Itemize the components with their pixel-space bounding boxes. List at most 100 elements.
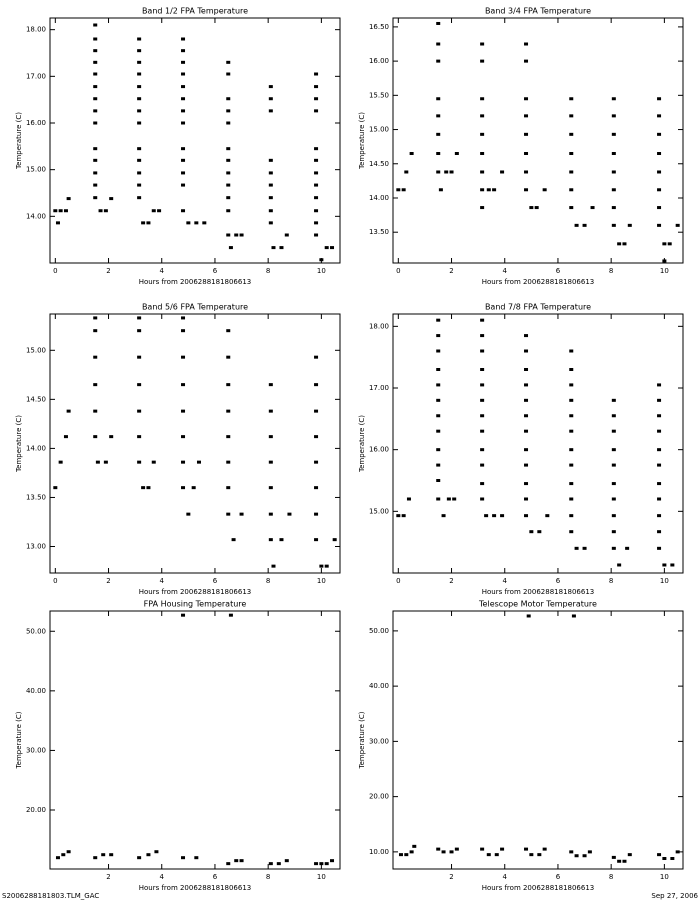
data-point [657, 188, 662, 192]
x-tick-label: 6 [213, 873, 218, 881]
data-point [93, 316, 98, 320]
data-point [441, 850, 446, 854]
y-axis-label: Temperature (C) [358, 112, 366, 170]
data-point [226, 196, 231, 200]
data-point [226, 209, 231, 213]
data-point [137, 49, 142, 53]
data-point [436, 448, 441, 452]
x-axis-label: Hours from 2006288181806613 [139, 884, 252, 892]
data-point [314, 196, 319, 200]
data-point [181, 613, 186, 617]
data-point [194, 221, 199, 225]
data-point [436, 42, 441, 46]
data-point [271, 564, 276, 568]
data-point [137, 435, 142, 439]
data-point [480, 334, 485, 338]
data-point [574, 223, 579, 227]
y-tick-label: 40.00 [26, 687, 46, 695]
y-tick-label: 16.00 [369, 57, 389, 65]
data-point [66, 197, 71, 201]
data-point [486, 188, 491, 192]
data-point [480, 188, 485, 192]
data-point [524, 114, 529, 118]
panel: Band 3/4 FPA Temperature Hours from 20062… [358, 7, 684, 286]
y-tick-label: 15.00 [369, 507, 389, 515]
data-point [181, 409, 186, 413]
x-tick-label: 2 [106, 873, 110, 881]
data-point [524, 414, 529, 418]
x-tick-label: 2 [106, 577, 110, 585]
data-point [409, 850, 414, 854]
data-point [611, 855, 616, 859]
data-point [226, 121, 231, 125]
x-tick-label: 6 [213, 577, 218, 585]
data-point [268, 209, 273, 213]
data-point [58, 209, 63, 213]
data-point [480, 132, 485, 136]
data-point [55, 856, 60, 860]
data-point [436, 170, 441, 174]
data-point [314, 486, 319, 490]
data-point [93, 183, 98, 187]
data-point [324, 862, 329, 866]
data-point [542, 847, 547, 851]
x-tick-label: 8 [609, 873, 613, 881]
data-point [93, 85, 98, 89]
x-tick-label: 10 [660, 873, 669, 881]
data-point [611, 114, 616, 118]
data-point [268, 109, 273, 113]
data-point [191, 486, 196, 490]
data-point [617, 563, 622, 567]
x-tick-label: 8 [609, 267, 613, 275]
data-point [314, 512, 319, 516]
data-point [582, 223, 587, 227]
data-point [480, 463, 485, 467]
data-point [657, 514, 662, 518]
data-point [524, 152, 529, 156]
data-point [454, 847, 459, 851]
x-tick-label: 4 [160, 577, 165, 585]
data-point [529, 853, 534, 857]
data-point [537, 853, 542, 857]
data-point [181, 147, 186, 151]
y-axis-label: Temperature (C) [15, 415, 23, 473]
data-point [657, 546, 662, 550]
data-point [524, 59, 529, 63]
y-tick-label: 16.50 [369, 23, 389, 31]
data-point [151, 460, 156, 464]
data-point [675, 223, 680, 227]
plot-frame [49, 610, 341, 870]
data-point [657, 530, 662, 534]
data-point [396, 514, 401, 518]
data-point [452, 497, 457, 501]
data-point [314, 72, 319, 76]
data-point [436, 497, 441, 501]
data-point [63, 209, 68, 213]
data-point [438, 188, 443, 192]
x-tick-label: 0 [53, 577, 57, 585]
y-tick-label: 15.00 [26, 166, 46, 174]
data-point [226, 512, 231, 516]
data-point [611, 188, 616, 192]
data-point [657, 853, 662, 857]
y-tick-label: 10.00 [369, 848, 389, 856]
data-point [181, 329, 186, 333]
data-point [181, 97, 186, 101]
data-point [657, 463, 662, 467]
data-point [657, 223, 662, 227]
data-point [401, 514, 406, 518]
data-point [617, 242, 622, 246]
data-point [611, 429, 616, 433]
data-point [675, 850, 680, 854]
data-point [436, 114, 441, 118]
data-point [524, 170, 529, 174]
y-tick-label: 15.50 [369, 91, 389, 99]
data-point [569, 482, 574, 486]
data-point [226, 460, 231, 464]
data-point [569, 206, 574, 210]
data-point [526, 614, 531, 618]
x-tick-label: 0 [396, 267, 400, 275]
data-point [226, 435, 231, 439]
data-point [181, 72, 186, 76]
